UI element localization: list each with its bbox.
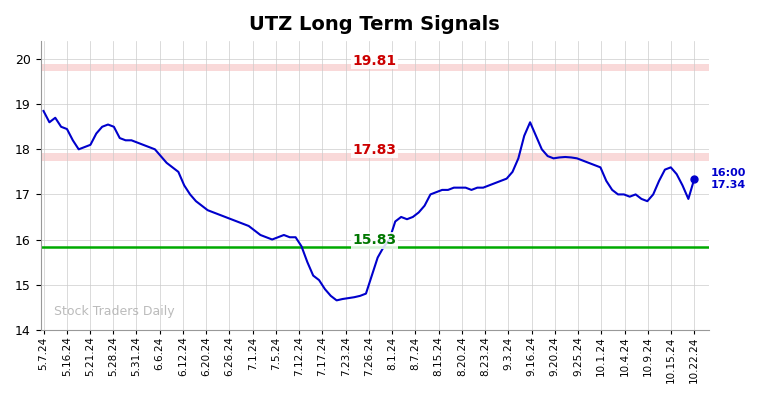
Bar: [41, 153, 709, 161]
Text: 19.81: 19.81: [353, 54, 397, 68]
Title: UTZ Long Term Signals: UTZ Long Term Signals: [249, 15, 500, 34]
Bar: [41, 64, 709, 71]
Text: Stock Traders Daily: Stock Traders Daily: [54, 305, 175, 318]
Text: 17.83: 17.83: [353, 143, 397, 157]
Text: 16:00
17.34: 16:00 17.34: [710, 168, 746, 190]
Text: 15.83: 15.83: [353, 233, 397, 247]
